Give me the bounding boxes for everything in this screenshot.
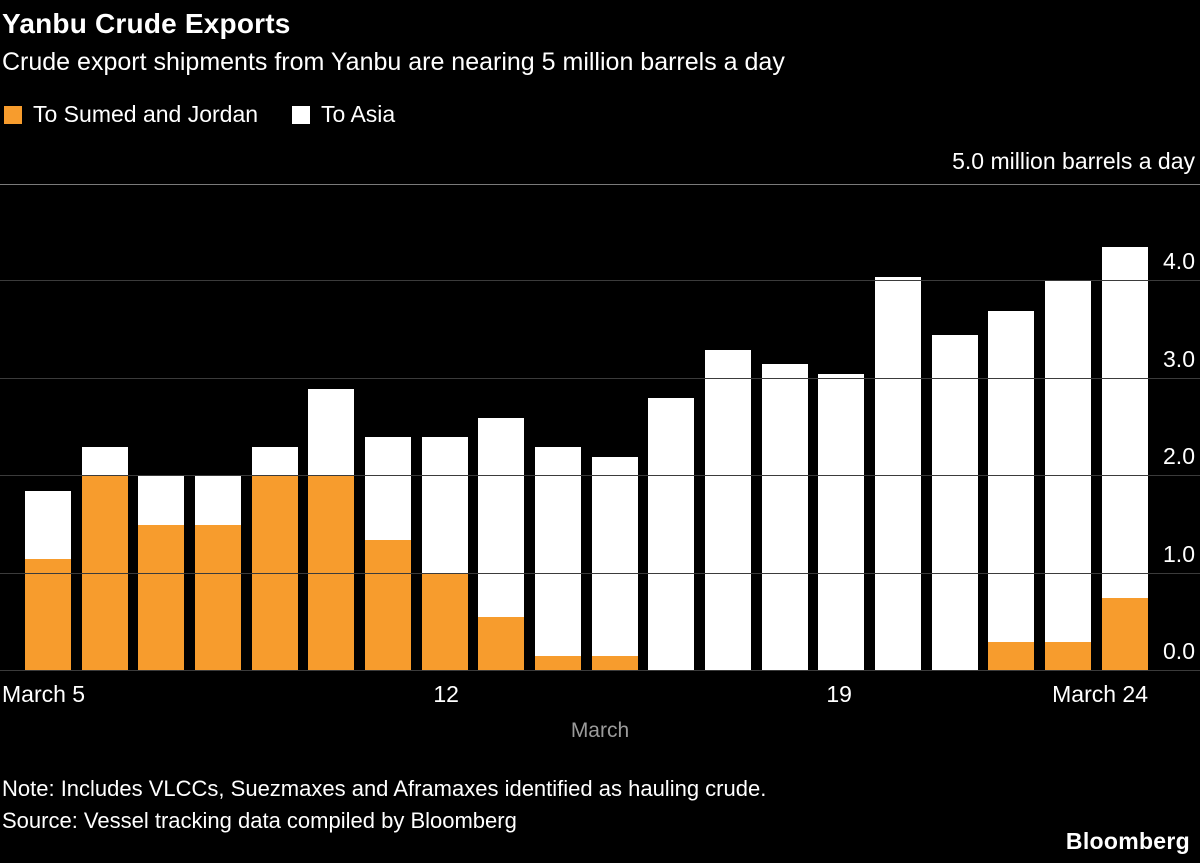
bar-march-15: [591, 184, 638, 671]
segment-to-sumed-and-jordan: [421, 573, 468, 671]
segment-to-sumed-and-jordan: [988, 641, 1035, 671]
x-axis: March 5 12 19 March 24: [0, 681, 1200, 711]
segment-to-asia: [648, 398, 695, 671]
chart-header: Yanbu Crude Exports Crude export shipmen…: [0, 0, 1200, 128]
segment-to-sumed-and-jordan: [25, 559, 71, 671]
segment-to-asia: [1101, 247, 1148, 598]
segment-to-asia: [535, 446, 582, 657]
segment-to-asia: [761, 364, 808, 671]
segment-to-asia: [25, 490, 71, 559]
segment-to-asia: [138, 476, 185, 525]
bar-march-20: [875, 184, 922, 671]
segment-to-asia: [81, 446, 128, 477]
gridline: [0, 280, 1200, 282]
bar-march-11: [365, 184, 412, 671]
bar-march-22: [988, 184, 1035, 671]
segment-to-sumed-and-jordan: [478, 617, 525, 671]
segment-to-asia: [421, 437, 468, 574]
bar-march-10: [308, 184, 355, 671]
segment-to-asia: [705, 349, 752, 671]
bar-march-23: [1045, 184, 1092, 671]
x-axis-tick-label: March 5: [2, 681, 86, 707]
segment-to-asia: [591, 456, 638, 657]
bar-march-24: [1101, 184, 1148, 671]
segment-to-sumed-and-jordan: [1101, 597, 1148, 671]
legend-item-sumed-jordan: To Sumed and Jordan: [4, 101, 258, 128]
chart-subtitle: Crude export shipments from Yanbu are ne…: [2, 48, 785, 76]
segment-to-asia: [251, 446, 298, 477]
bar-march-18: [761, 184, 808, 671]
bar-march-5: [25, 184, 71, 671]
note-text: Note: Includes VLCCs, Suezmaxes and Afra…: [2, 776, 767, 801]
gridline-top: [0, 184, 1200, 185]
y-axis-tick-label: 3.0: [1163, 345, 1195, 372]
bar-march-16: [648, 184, 695, 671]
segment-to-sumed-and-jordan: [535, 656, 582, 671]
y-axis-unit-label: 5.0 million barrels a day: [952, 148, 1195, 174]
chart-title: Yanbu Crude Exports: [2, 8, 291, 39]
y-axis-tick-label: 0.0: [1163, 638, 1195, 664]
plot-area: 0.0 1.0 2.0 3.0 4.0: [0, 184, 1200, 671]
segment-to-sumed-and-jordan: [195, 524, 242, 671]
segment-to-sumed-and-jordan: [365, 539, 412, 671]
bar-march-12: [421, 184, 468, 671]
segment-to-asia: [1045, 281, 1092, 642]
bar-march-19: [818, 184, 865, 671]
gridline: [0, 670, 1200, 671]
legend-swatch-white: [292, 105, 311, 124]
legend-label: To Asia: [321, 101, 396, 127]
segment-to-asia: [988, 310, 1035, 642]
x-axis-tick-label: March 24: [1052, 681, 1148, 707]
bars: [25, 184, 1148, 671]
segment-to-asia: [478, 417, 525, 618]
chart-footer: Note: Includes VLCCs, Suezmaxes and Afra…: [0, 773, 1200, 837]
segment-to-sumed-and-jordan: [1045, 641, 1092, 671]
legend: To Sumed and Jordan To Asia: [2, 101, 1186, 128]
segment-to-sumed-and-jordan: [138, 524, 185, 671]
bar-march-13: [478, 184, 525, 671]
bar-march-8: [195, 184, 242, 671]
bloomberg-logo: Bloomberg: [1065, 828, 1190, 854]
segment-to-asia: [195, 476, 242, 525]
segment-to-asia: [365, 437, 412, 540]
source-text: Source: Vessel tracking data compiled by…: [2, 807, 517, 833]
y-axis-tick-label: 2.0: [1163, 443, 1195, 470]
gridline: [0, 377, 1200, 379]
segment-to-asia: [308, 388, 355, 477]
x-axis-title: March: [570, 719, 630, 742]
segment-to-asia: [931, 334, 978, 671]
gridline: [0, 475, 1200, 477]
legend-item-asia: To Asia: [292, 101, 395, 128]
segment-to-asia: [875, 276, 922, 671]
bar-march-6: [81, 184, 128, 671]
legend-swatch-orange: [4, 105, 22, 124]
x-axis-tick-label: 19: [826, 681, 852, 707]
bar-march-17: [705, 184, 752, 671]
legend-label: To Sumed and Jordan: [33, 101, 259, 127]
segment-to-sumed-and-jordan: [591, 656, 638, 671]
y-axis-tick-label: 4.0: [1163, 248, 1195, 275]
bar-march-14: [535, 184, 582, 671]
x-axis-tick-label: 12: [433, 681, 459, 707]
segment-to-asia: [818, 373, 865, 671]
bar-march-9: [251, 184, 298, 671]
bar-march-21: [931, 184, 978, 671]
bar-march-7: [138, 184, 185, 671]
gridline: [0, 572, 1200, 574]
y-axis-tick-label: 1.0: [1163, 540, 1195, 567]
